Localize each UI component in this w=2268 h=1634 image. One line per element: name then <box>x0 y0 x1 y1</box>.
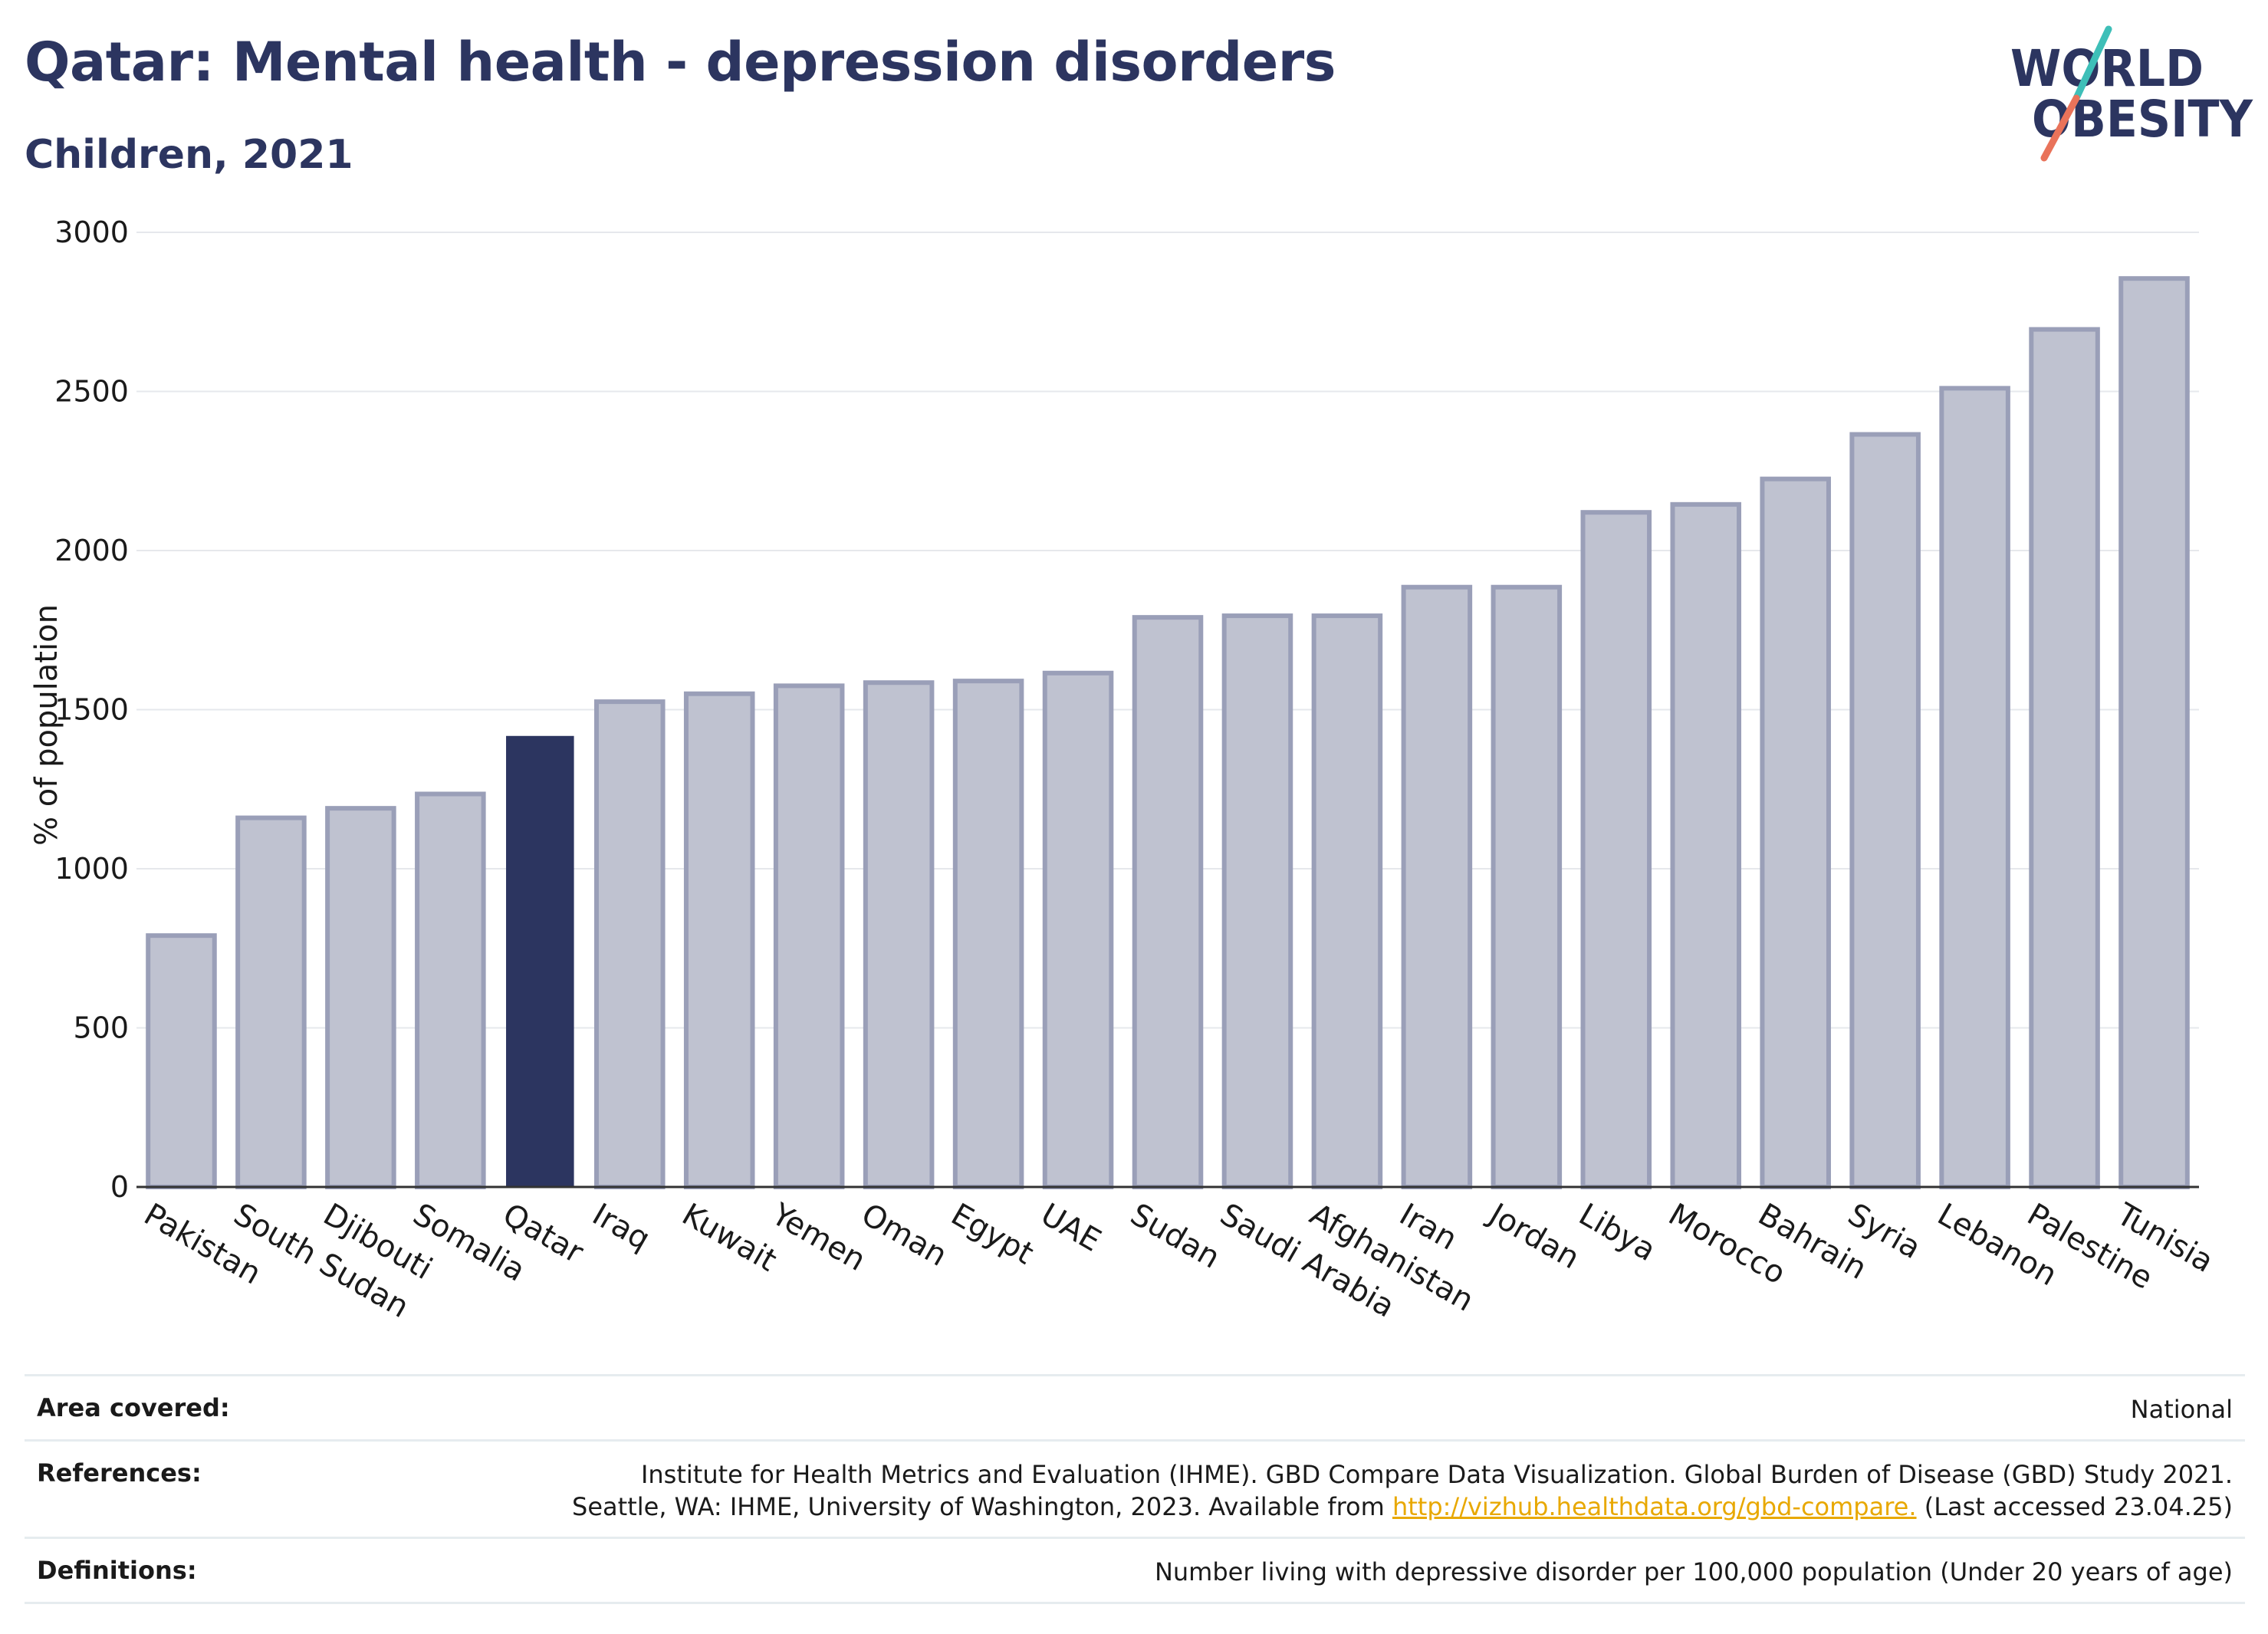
y-tick-label: 500 <box>73 1011 129 1045</box>
bar <box>1670 501 1742 1189</box>
references-label: References: <box>37 1458 202 1488</box>
x-tick-label: Libya <box>1573 1197 1662 1268</box>
bar <box>863 680 935 1189</box>
bar <box>1221 613 1293 1189</box>
bar <box>146 933 217 1190</box>
y-tick-label: 1500 <box>54 693 129 727</box>
area-covered-label: Area covered: <box>37 1393 230 1422</box>
references-value: Institute for Health Metrics and Evaluat… <box>572 1458 2233 1523</box>
bar <box>1580 510 1652 1189</box>
bar <box>1849 432 1921 1189</box>
bar <box>1401 584 1473 1189</box>
y-tick-label: 3000 <box>54 215 129 249</box>
definitions-value: Number living with depressive disorder p… <box>1154 1557 2233 1586</box>
x-tick-label: Oman <box>856 1197 953 1274</box>
y-tick-label: 2500 <box>54 375 129 409</box>
world-obesity-logo: WORLD OBESITY <box>2010 25 2253 162</box>
svg-text:WORLD: WORLD <box>2010 39 2204 98</box>
y-tick-label: 1000 <box>54 852 129 886</box>
bar <box>2118 276 2190 1189</box>
y-axis-title: % of population <box>29 604 64 846</box>
bar <box>2029 327 2100 1190</box>
references-line-1: Institute for Health Metrics and Evaluat… <box>640 1460 2233 1489</box>
references-line-2: Seattle, WA: IHME, University of Washing… <box>572 1491 2233 1523</box>
bar-highlighted <box>506 735 574 1188</box>
references-link[interactable]: http://vizhub.healthdata.org/gbd-compare… <box>1392 1492 1917 1521</box>
x-tick-label: Kuwait <box>676 1197 783 1279</box>
y-tick-label: 2000 <box>54 534 129 567</box>
chart-subtitle: Children, 2021 <box>25 132 353 178</box>
bar <box>415 791 486 1189</box>
references-row: References: Institute for Health Metrics… <box>25 1439 2245 1537</box>
x-tick-label: Sudan <box>1125 1197 1226 1276</box>
bar <box>325 806 396 1190</box>
bar <box>683 691 755 1189</box>
references-accessed: (Last accessed 23.04.25) <box>1916 1492 2233 1521</box>
bar <box>1042 670 1114 1189</box>
x-tick-label: Egypt <box>945 1197 1040 1272</box>
definitions-row: Definitions: Number living with depressi… <box>25 1537 2245 1604</box>
info-table: Area covered: National References: Insti… <box>25 1374 2245 1604</box>
bar <box>1760 476 1831 1189</box>
references-text: Seattle, WA: IHME, University of Washing… <box>572 1492 1392 1521</box>
area-covered-value: National <box>2130 1395 2233 1424</box>
bar <box>773 683 845 1189</box>
bar <box>1491 584 1563 1189</box>
area-covered-row: Area covered: National <box>25 1374 2245 1439</box>
x-tick-label: Jordan <box>1481 1195 1586 1276</box>
definitions-label: Definitions: <box>37 1556 197 1585</box>
bar <box>593 699 666 1189</box>
x-tick-label: Yemen <box>765 1196 872 1278</box>
bar <box>235 815 307 1189</box>
bar <box>1132 615 1204 1189</box>
bar <box>952 679 1024 1189</box>
x-tick-label: Iraq <box>587 1197 656 1258</box>
y-tick-label: 0 <box>110 1170 129 1204</box>
bar <box>1311 613 1383 1189</box>
x-tick-label: UAE <box>1035 1197 1107 1259</box>
chart-title: Qatar: Mental health - depression disord… <box>25 31 1336 94</box>
bar <box>1939 386 2010 1190</box>
